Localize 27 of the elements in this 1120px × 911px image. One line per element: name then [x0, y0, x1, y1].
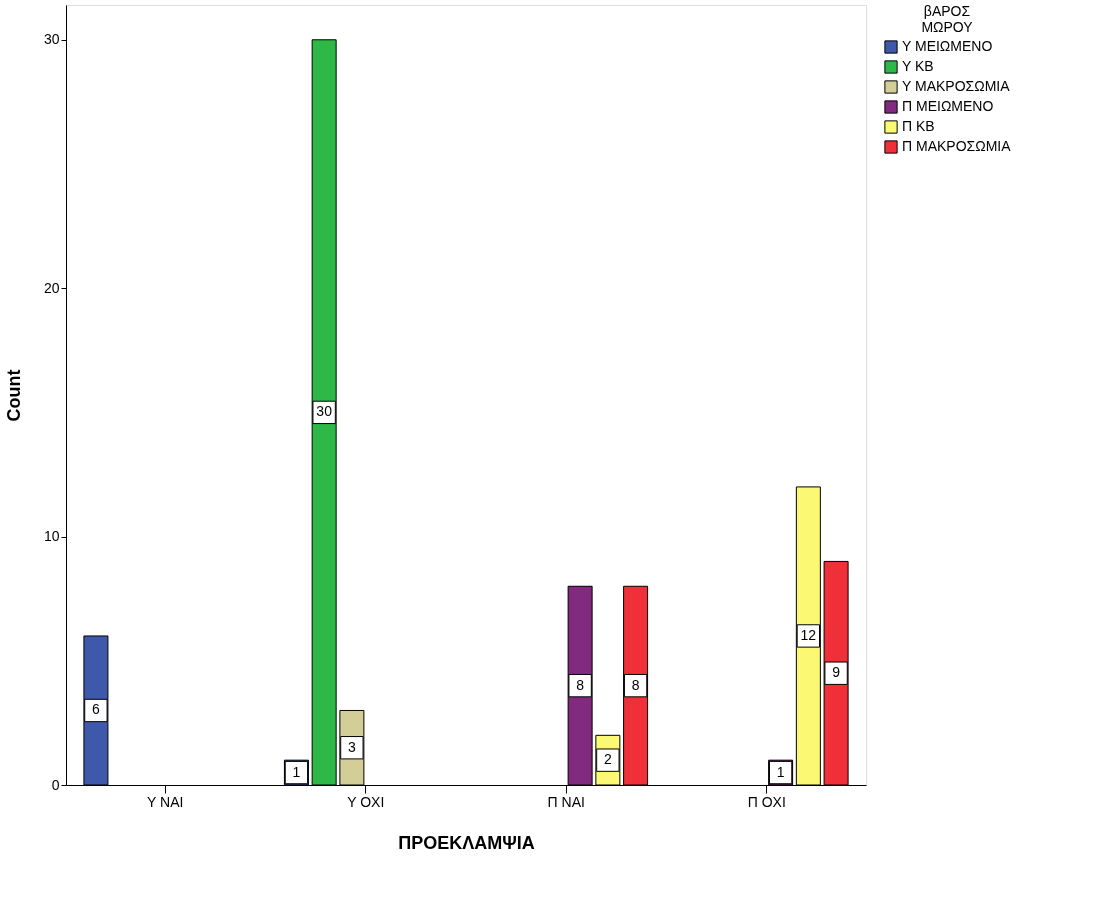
data-label: 8 [631, 676, 640, 693]
y-tick-label: 30 [43, 31, 60, 48]
data-label: 9 [832, 664, 841, 681]
data-label: 3 [347, 738, 356, 755]
x-tick-label: Π ΟΧΙ [747, 793, 786, 810]
data-label: 2 [603, 751, 612, 768]
data-label: 30 [316, 403, 333, 420]
data-label: 12 [800, 626, 817, 643]
data-label: 6 [92, 701, 101, 718]
data-label: 8 [576, 676, 585, 693]
legend-label: Υ ΜΑΚΡΟΣΩΜΙΑ [902, 78, 1011, 94]
legend-label: Υ ΚΒ [902, 58, 934, 74]
legend-label: Υ ΜΕΙΩΜΕΝΟ [902, 38, 993, 54]
x-axis-title: ΠΡΟΕΚΛΑΜΨΙΑ [398, 832, 535, 853]
data-label: 1 [776, 763, 785, 780]
legend-label: Π ΜΑΚΡΟΣΩΜΙΑ [902, 138, 1012, 154]
legend-label: Π ΚΒ [902, 118, 935, 134]
x-tick-label: Π ΝΑΙ [547, 793, 585, 810]
x-tick-label: Υ ΝΑΙ [147, 793, 184, 810]
y-tick-label: 10 [43, 528, 60, 545]
x-tick-label: Υ ΟΧΙ [347, 793, 385, 810]
y-axis-title: Count [3, 369, 24, 422]
data-label: 1 [292, 763, 301, 780]
legend-label: Π ΜΕΙΩΜΕΝΟ [902, 98, 994, 114]
y-tick-label: 20 [43, 279, 60, 296]
y-tick-label: 0 [51, 776, 60, 793]
legend-title: βΑΡΟΣ ΜΩΡΟΥ [921, 3, 974, 35]
